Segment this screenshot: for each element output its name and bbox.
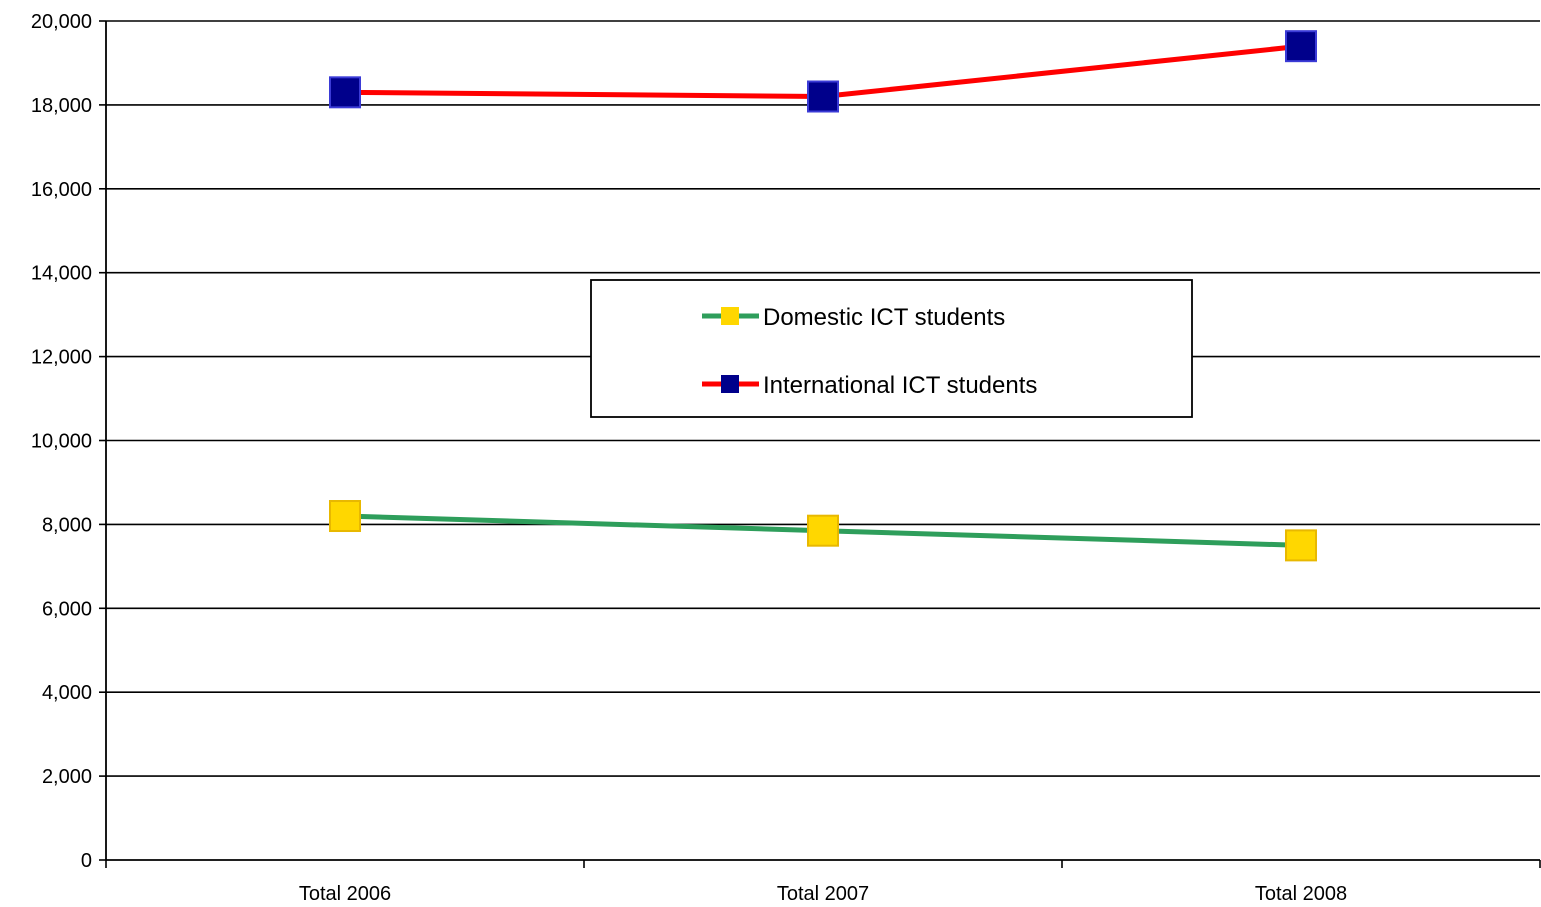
data-point-marker — [1285, 30, 1317, 63]
y-tick-labels: 0 2,000 4,000 6,000 8,000 10,000 12,000 14,000 1… — [31, 11, 92, 872]
y-tick-label: 18,000 — [31, 95, 92, 117]
x-tick-label: Total 2007 — [777, 883, 869, 905]
y-tick-label: 2,000 — [42, 766, 92, 788]
y-tick-label: 14,000 — [31, 263, 92, 285]
legend-label: International ICT students — [763, 372, 1037, 399]
y-tick-label: 20,000 — [31, 11, 92, 33]
y-tick-label: 4,000 — [42, 682, 92, 704]
x-tick-labels: Total 2006 Total 2007 Total 2008 — [299, 883, 1347, 905]
data-point-marker — [807, 514, 839, 547]
y-tick-label: 6,000 — [42, 598, 92, 620]
legend-marker-swatch — [721, 307, 739, 325]
y-tick-label: 12,000 — [31, 347, 92, 369]
x-tick-label: Total 2006 — [299, 883, 391, 905]
series-lines — [329, 30, 1317, 562]
legend-label: Domestic ICT students — [763, 304, 1005, 331]
y-tick-label: 10,000 — [31, 431, 92, 453]
x-tick-label: Total 2008 — [1255, 883, 1347, 905]
data-point-marker — [807, 80, 839, 113]
legend-marker-swatch — [721, 375, 739, 393]
y-tick-label: 8,000 — [42, 514, 92, 536]
data-point-marker — [1285, 529, 1317, 562]
data-point-marker — [329, 500, 361, 533]
legend-box — [590, 279, 1193, 418]
y-tick-label: 16,000 — [31, 179, 92, 201]
data-point-marker — [329, 76, 361, 109]
axes — [99, 20, 1541, 868]
legend: Domestic ICT students International ICT s… — [590, 279, 1193, 418]
y-tick-label: 0 — [81, 850, 92, 872]
